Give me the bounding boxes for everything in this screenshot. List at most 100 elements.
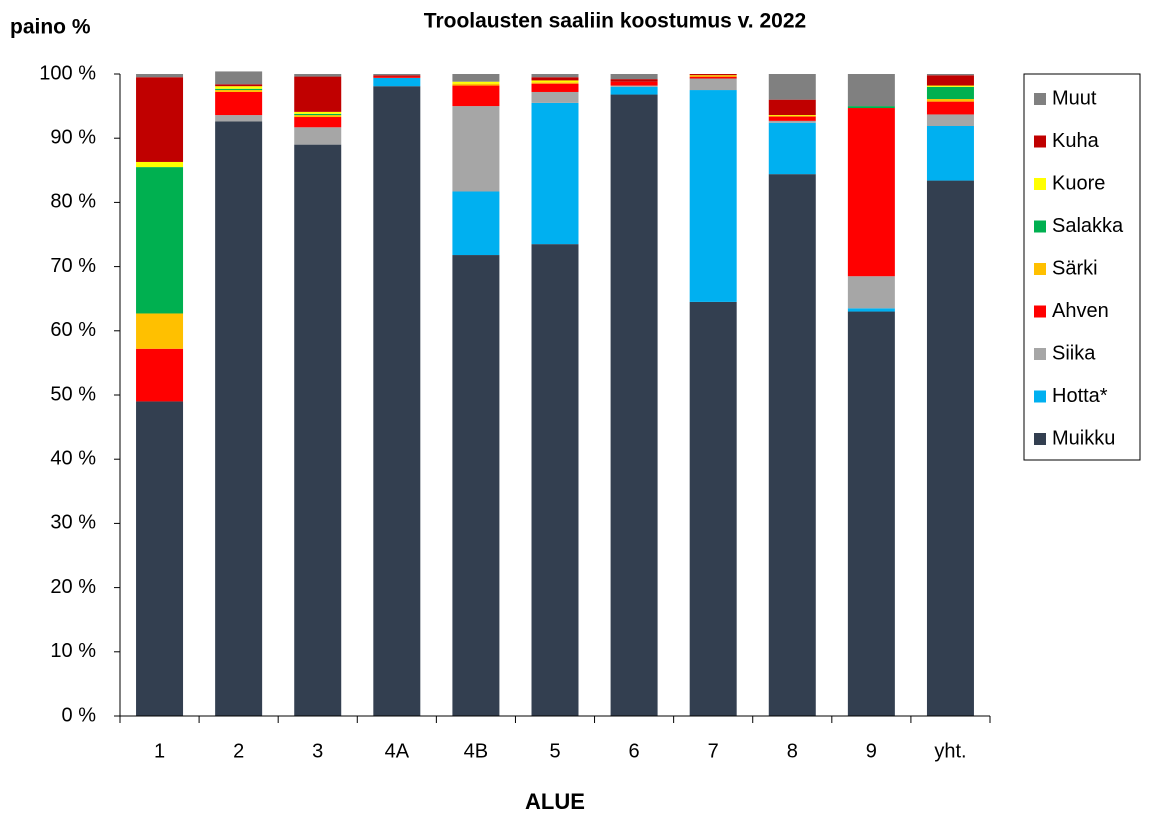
bar-segment [847, 74, 895, 107]
bar-segment [531, 77, 579, 81]
bar-segment [768, 122, 816, 175]
bar-segment [373, 74, 421, 76]
y-tick-label: 100 % [39, 62, 96, 84]
bar-segment [373, 77, 421, 87]
legend-swatch [1034, 433, 1046, 445]
bar-segment [531, 80, 579, 83]
bar-segment [136, 401, 184, 716]
bar-segment [452, 85, 500, 107]
legend-swatch [1034, 135, 1046, 148]
chart-title: Troolausten saaliin koostumus v. 2022 [424, 10, 806, 33]
bar-segment [531, 83, 579, 92]
bar-segment [136, 77, 184, 162]
y-axis-label: paino % [10, 16, 91, 39]
bar-segment [847, 276, 895, 309]
bar-segment [294, 111, 342, 114]
x-axis-label: ALUE [525, 789, 585, 814]
bar-segment [768, 99, 816, 116]
bar-segment [847, 308, 895, 312]
bar-segment [136, 161, 184, 168]
bar-segment [689, 90, 737, 302]
bar-segment [926, 126, 974, 181]
bar-segment [136, 348, 184, 402]
bar-segment [926, 99, 974, 102]
bar-segment [136, 313, 184, 349]
bar-segment [294, 117, 342, 128]
bar-segment [452, 74, 500, 82]
bar-segment [373, 75, 421, 77]
bar-segment [847, 108, 895, 277]
bar-segment [452, 83, 500, 86]
bar-segment [215, 90, 263, 92]
bar-segment [373, 86, 421, 716]
bar-segment [926, 85, 974, 87]
bar-segment [926, 180, 974, 716]
legend-swatch [1034, 305, 1046, 318]
bar-segment [689, 76, 737, 79]
bar-segment [373, 76, 421, 78]
legend-label: Muikku [1052, 427, 1115, 449]
y-tick-label: 0 % [62, 704, 97, 726]
bar-segment [215, 115, 263, 122]
bar-segment [452, 106, 500, 192]
bar-segment [136, 167, 184, 314]
bar-segment [294, 127, 342, 145]
bar-segment [610, 79, 658, 82]
legend-swatch [1034, 348, 1046, 360]
bar-segment [531, 244, 579, 716]
bar-segment [215, 84, 263, 87]
legend-label: Kuore [1052, 172, 1105, 194]
bar-segment [531, 91, 579, 103]
x-tick-label: 8 [787, 740, 798, 762]
bar-segment [531, 102, 579, 245]
bar-segment [215, 88, 263, 91]
x-tick-label: 3 [312, 740, 323, 762]
bar-segment [689, 78, 737, 91]
legend-swatch [1034, 220, 1046, 233]
bar-segment [768, 115, 816, 117]
bar-segment [294, 144, 342, 716]
bar-segment [610, 74, 658, 80]
y-tick-label: 60 % [50, 319, 96, 341]
x-tick-label: 4B [464, 740, 488, 762]
x-tick-label: 2 [233, 740, 244, 762]
x-tick-label: 4A [385, 740, 410, 762]
y-tick-label: 70 % [50, 255, 96, 277]
bar-segment [768, 74, 816, 100]
bar-segment [294, 115, 342, 118]
y-tick-label: 40 % [50, 447, 96, 469]
bar-segment [926, 101, 974, 115]
bar-segment [610, 85, 658, 87]
x-tick-label: 6 [629, 740, 640, 762]
y-tick-label: 80 % [50, 191, 96, 213]
bar-segment [610, 81, 658, 86]
x-tick-label: 9 [866, 740, 877, 762]
legend-swatch [1034, 390, 1046, 403]
bar-segment [847, 311, 895, 716]
legend-label: Särki [1052, 257, 1098, 279]
legend-swatch [1034, 178, 1046, 190]
x-tick-label: 5 [549, 740, 560, 762]
bar-segment [926, 86, 974, 100]
bar-segment [294, 113, 342, 116]
legend-swatch [1034, 93, 1046, 105]
bar-segment [926, 114, 974, 127]
legend-label: Ahven [1052, 300, 1109, 322]
x-tick-label: 7 [708, 740, 719, 762]
legend-label: Siika [1052, 342, 1096, 364]
bar-segment [689, 75, 737, 77]
bar-segment [215, 121, 263, 717]
bar-segment [768, 116, 816, 121]
bar-segment [531, 74, 579, 78]
bar-segment [926, 74, 974, 76]
bar-segment [136, 74, 184, 78]
legend-label: Muut [1052, 87, 1097, 109]
legend-swatch [1034, 263, 1046, 275]
y-tick-label: 30 % [50, 512, 96, 534]
legend-label: Hotta* [1052, 385, 1108, 407]
bar-segment [215, 71, 263, 85]
bar-segment [215, 91, 263, 116]
bar-segment [531, 82, 579, 84]
legend-label: Kuha [1052, 130, 1100, 152]
